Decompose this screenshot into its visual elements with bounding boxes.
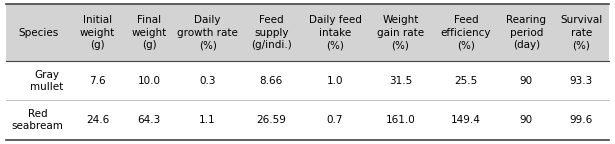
Text: 99.6: 99.6 — [569, 115, 593, 125]
Text: Feed
efficiency
(%): Feed efficiency (%) — [441, 15, 491, 50]
Text: 10.0: 10.0 — [138, 76, 161, 86]
Text: 0.7: 0.7 — [327, 115, 343, 125]
Text: Survival
rate
(%): Survival rate (%) — [560, 15, 603, 50]
Text: 64.3: 64.3 — [137, 115, 161, 125]
Text: Weight
gain rate
(%): Weight gain rate (%) — [377, 15, 424, 50]
Text: 0.3: 0.3 — [199, 76, 216, 86]
Text: 26.59: 26.59 — [256, 115, 286, 125]
Text: 7.6: 7.6 — [89, 76, 106, 86]
Text: Feed
supply
(g/indi.): Feed supply (g/indi.) — [251, 15, 292, 50]
Text: 90: 90 — [520, 115, 533, 125]
Text: Gray
mullet: Gray mullet — [31, 70, 64, 92]
Text: 90: 90 — [520, 76, 533, 86]
Text: 8.66: 8.66 — [260, 76, 283, 86]
Text: Daily
growth rate
(%): Daily growth rate (%) — [177, 15, 238, 50]
Text: Rearing
period
(day): Rearing period (day) — [506, 15, 546, 50]
Text: 25.5: 25.5 — [454, 76, 478, 86]
Text: 31.5: 31.5 — [389, 76, 412, 86]
Text: 24.6: 24.6 — [85, 115, 109, 125]
Text: Initial
weight
(g): Initial weight (g) — [80, 15, 115, 50]
Text: Red
seabream: Red seabream — [12, 109, 64, 131]
Text: 93.3: 93.3 — [569, 76, 593, 86]
Text: 1.1: 1.1 — [199, 115, 216, 125]
Text: 149.4: 149.4 — [451, 115, 481, 125]
Text: Final
weight
(g): Final weight (g) — [132, 15, 167, 50]
Text: Species: Species — [18, 28, 59, 38]
Text: 161.0: 161.0 — [386, 115, 415, 125]
Text: 1.0: 1.0 — [327, 76, 343, 86]
Text: Daily feed
intake
(%): Daily feed intake (%) — [309, 15, 362, 50]
